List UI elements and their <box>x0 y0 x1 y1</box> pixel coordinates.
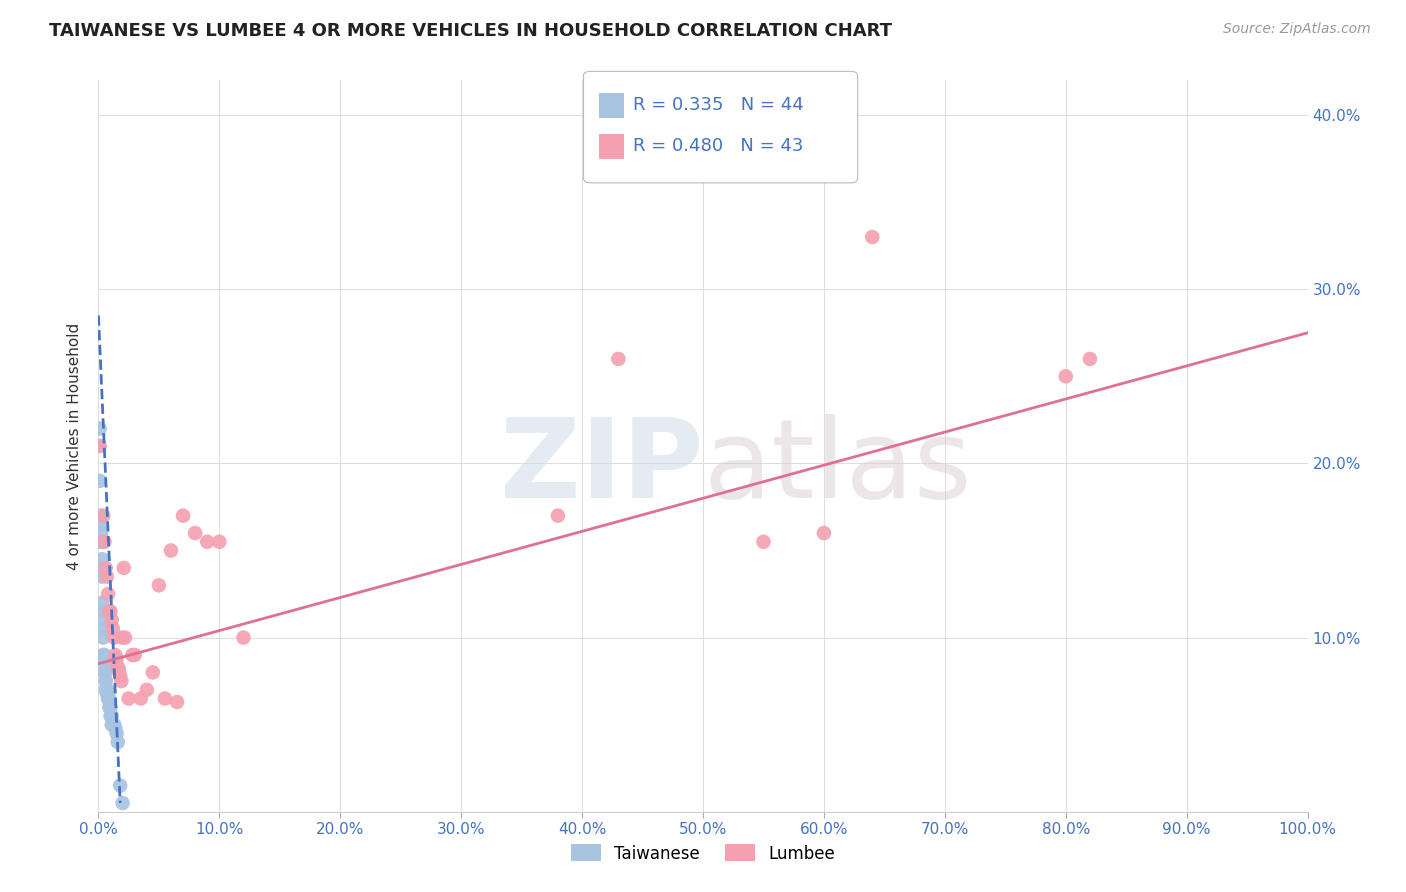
Point <box>100 709 122 723</box>
Point <box>94 665 117 680</box>
Point <box>97 587 120 601</box>
Point <box>107 662 129 676</box>
Text: Source: ZipAtlas.com: Source: ZipAtlas.com <box>1223 22 1371 37</box>
Point <box>94 561 117 575</box>
Point <box>91 631 114 645</box>
Point <box>89 474 111 488</box>
Point <box>103 631 125 645</box>
Point <box>100 604 122 618</box>
Point <box>93 665 115 680</box>
Point <box>101 717 124 731</box>
Text: R = 0.335   N = 44: R = 0.335 N = 44 <box>633 96 803 114</box>
Point <box>166 695 188 709</box>
Point <box>208 534 231 549</box>
Text: R = 0.480   N = 43: R = 0.480 N = 43 <box>633 137 803 155</box>
Point <box>118 691 141 706</box>
Point <box>105 726 128 740</box>
Point <box>124 648 146 662</box>
Point <box>94 674 117 689</box>
Point <box>91 552 114 566</box>
Point <box>121 648 143 662</box>
Point <box>111 631 134 645</box>
Point <box>90 534 112 549</box>
Point <box>105 657 128 671</box>
Point <box>813 526 835 541</box>
Point <box>93 651 115 665</box>
Point <box>91 648 114 662</box>
Point <box>90 526 112 541</box>
Point <box>93 648 115 662</box>
Point <box>89 439 111 453</box>
Point <box>104 648 127 662</box>
Point <box>91 596 114 610</box>
Point <box>91 604 114 618</box>
Point <box>96 682 118 697</box>
Point <box>111 796 134 810</box>
Point <box>172 508 194 523</box>
Legend: Taiwanese, Lumbee: Taiwanese, Lumbee <box>564 838 842 869</box>
Point <box>91 569 114 583</box>
Point <box>103 717 125 731</box>
Point <box>752 534 775 549</box>
Point <box>112 561 135 575</box>
Point <box>1078 351 1101 366</box>
Point <box>93 657 115 671</box>
Point <box>184 526 207 541</box>
Point <box>89 421 111 435</box>
Point <box>860 230 883 244</box>
Point <box>91 508 114 523</box>
Point <box>108 779 131 793</box>
Point <box>97 691 120 706</box>
Point <box>96 682 118 697</box>
Point <box>108 662 131 676</box>
Point <box>98 700 121 714</box>
Point <box>101 622 124 636</box>
Point <box>148 578 170 592</box>
Point <box>107 735 129 749</box>
Text: atlas: atlas <box>703 415 972 522</box>
Point <box>97 691 120 706</box>
Point <box>607 351 630 366</box>
Point <box>90 508 112 523</box>
Point <box>91 613 114 627</box>
Point <box>94 682 117 697</box>
Point <box>100 709 122 723</box>
Point <box>160 543 183 558</box>
Point <box>100 613 122 627</box>
Point <box>195 534 218 549</box>
Point <box>110 674 132 689</box>
Point <box>114 631 136 645</box>
Point <box>91 622 114 636</box>
Point <box>97 686 120 700</box>
Point <box>98 691 121 706</box>
Point <box>100 700 122 714</box>
Point <box>98 604 121 618</box>
Y-axis label: 4 or more Vehicles in Household: 4 or more Vehicles in Household <box>67 322 83 570</box>
Point <box>135 682 157 697</box>
Point <box>94 674 117 689</box>
Point <box>153 691 176 706</box>
Point <box>232 631 254 645</box>
Point <box>89 439 111 453</box>
Point <box>105 651 128 665</box>
Point <box>547 508 569 523</box>
Point <box>104 721 127 735</box>
Point <box>91 561 114 575</box>
Point <box>100 717 122 731</box>
Point <box>108 669 131 683</box>
Point <box>142 665 165 680</box>
Point <box>90 517 112 532</box>
Point <box>93 534 115 549</box>
Point <box>91 534 114 549</box>
Point <box>96 686 118 700</box>
Point <box>129 691 152 706</box>
Text: TAIWANESE VS LUMBEE 4 OR MORE VEHICLES IN HOUSEHOLD CORRELATION CHART: TAIWANESE VS LUMBEE 4 OR MORE VEHICLES I… <box>49 22 893 40</box>
Point <box>96 569 118 583</box>
Point <box>1054 369 1077 384</box>
Text: ZIP: ZIP <box>499 415 703 522</box>
